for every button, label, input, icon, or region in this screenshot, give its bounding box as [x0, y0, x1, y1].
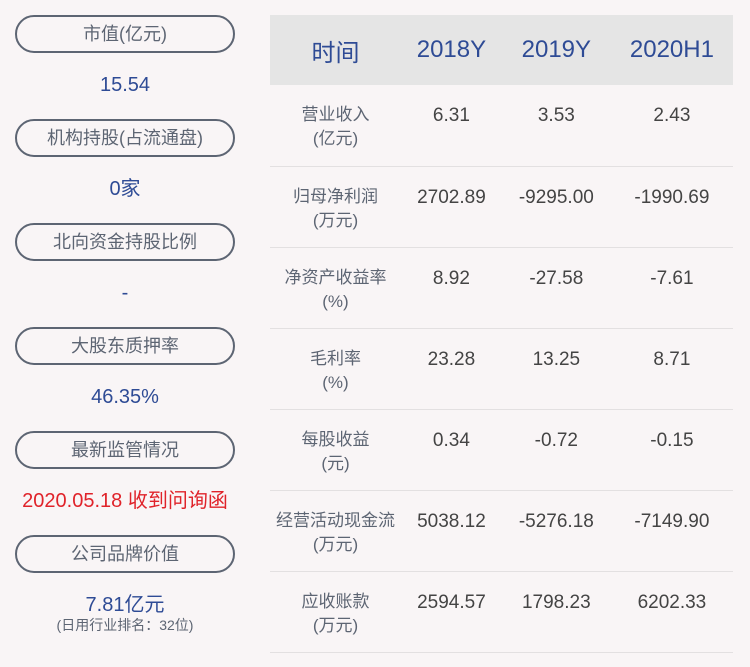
table-cell: 5038.12: [401, 490, 502, 572]
metric-name: 应收账款: [301, 591, 370, 611]
metric-unit: (万元): [312, 534, 359, 554]
table-cell: -5276.18: [501, 490, 611, 572]
summary-block: 市值(亿元) 15.54: [15, 15, 235, 119]
table-cell: 6202.33: [610, 571, 733, 653]
table-row: 经营活动现金流 (万元) 5038.12 -5276.18 -7149.90: [270, 490, 733, 572]
summary-value: 0家: [109, 178, 141, 200]
metric-name: 每股收益: [301, 429, 370, 449]
metric-name: 经营活动现金流: [276, 510, 395, 530]
metric-unit: (%): [322, 291, 349, 311]
row-label: 归母净利润 (万元): [270, 166, 401, 248]
summary-block: 机构持股(占流通盘) 0家: [15, 119, 235, 223]
table-cell: 8.92: [401, 247, 502, 329]
summary-block: 最新监管情况 2020.05.18 收到问询函: [15, 431, 235, 535]
row-label: 营业收入 (亿元): [270, 85, 401, 167]
metric-name: 净资产收益率: [284, 267, 387, 287]
table-cell: -7.61: [610, 247, 733, 329]
table-cell: -0.72: [501, 409, 611, 491]
summary-value: 2020.05.18 收到问询函: [22, 490, 228, 512]
financial-table: 时间 2018Y 2019Y 2020H1 营业收入 (亿元) 6.31 3.53 2.43 归…: [270, 15, 733, 653]
table-cell: -9295.00: [501, 166, 611, 248]
table-row: 归母净利润 (万元) 2702.89 -9295.00 -1990.69: [270, 166, 733, 248]
summary-value: -: [121, 282, 129, 304]
table-cell: 1798.23: [501, 571, 611, 653]
table-cell: -27.58: [501, 247, 611, 329]
table-cell: 3.53: [501, 85, 611, 167]
row-label: 每股收益 (元): [270, 409, 401, 491]
table-cell: 2702.89: [401, 166, 502, 248]
metric-name: 毛利率: [310, 348, 361, 368]
stock-summary-panel: 市值(亿元) 15.54 机构持股(占流通盘) 0家 北向资金持股比例 - 大股东质押…: [15, 15, 235, 639]
row-label: 净资产收益率 (%): [270, 247, 401, 329]
table-cell: -0.15: [610, 409, 733, 491]
summary-block: 北向资金持股比例 -: [15, 223, 235, 327]
table-row: 净资产收益率 (%) 8.92 -27.58 -7.61: [270, 247, 733, 329]
metric-unit: (亿元): [312, 129, 359, 148]
column-header: 2018Y: [401, 15, 502, 85]
column-header: 2019Y: [501, 15, 611, 85]
row-label: 经营活动现金流 (万元): [270, 490, 401, 572]
table-cell: 6.31: [401, 85, 502, 167]
summary-value: 7.81亿元: [85, 594, 165, 616]
table-row: 应收账款 (万元) 2594.57 1798.23 6202.33: [270, 571, 733, 653]
table-cell: 13.25: [501, 328, 611, 410]
summary-label-pill: 机构持股(占流通盘): [15, 119, 235, 157]
table-header: 时间 2018Y 2019Y 2020H1: [270, 15, 733, 85]
summary-value: 15.54: [99, 74, 151, 96]
row-label: 应收账款 (万元): [270, 571, 401, 653]
table-cell: 8.71: [610, 328, 733, 410]
summary-subtext: (日用行业排名：32位): [56, 617, 194, 633]
metric-unit: (元): [321, 453, 350, 473]
summary-label-pill: 市值(亿元): [15, 15, 235, 53]
table-cell: -1990.69: [610, 166, 733, 248]
column-header: 时间: [270, 15, 401, 85]
summary-block: 大股东质押率 46.35%: [15, 327, 235, 431]
metric-unit: (万元): [312, 210, 359, 230]
metric-name: 营业收入: [301, 105, 370, 124]
summary-label-pill: 大股东质押率: [15, 327, 235, 365]
row-label: 毛利率 (%): [270, 328, 401, 410]
metric-unit: (万元): [312, 615, 359, 635]
table-row: 毛利率 (%) 23.28 13.25 8.71: [270, 328, 733, 410]
table-cell: -7149.90: [610, 490, 733, 572]
summary-label-pill: 公司品牌价值: [15, 535, 235, 573]
metric-name: 归母净利润: [293, 186, 378, 206]
metric-unit: (%): [322, 372, 349, 392]
summary-label-pill: 北向资金持股比例: [15, 223, 235, 261]
summary-value: 46.35%: [91, 386, 159, 408]
summary-label-pill: 最新监管情况: [15, 431, 235, 469]
column-header: 2020H1: [610, 15, 733, 85]
table-cell: 23.28: [401, 328, 502, 410]
table-cell: 2.43: [610, 85, 733, 167]
table-row: 营业收入 (亿元) 6.31 3.53 2.43: [270, 85, 733, 167]
summary-block: 公司品牌价值 7.81亿元 (日用行业排名：32位): [15, 535, 235, 639]
table-cell: 2594.57: [401, 571, 502, 653]
table-cell: 0.34: [401, 409, 502, 491]
table-row: 每股收益 (元) 0.34 -0.72 -0.15: [270, 409, 733, 491]
